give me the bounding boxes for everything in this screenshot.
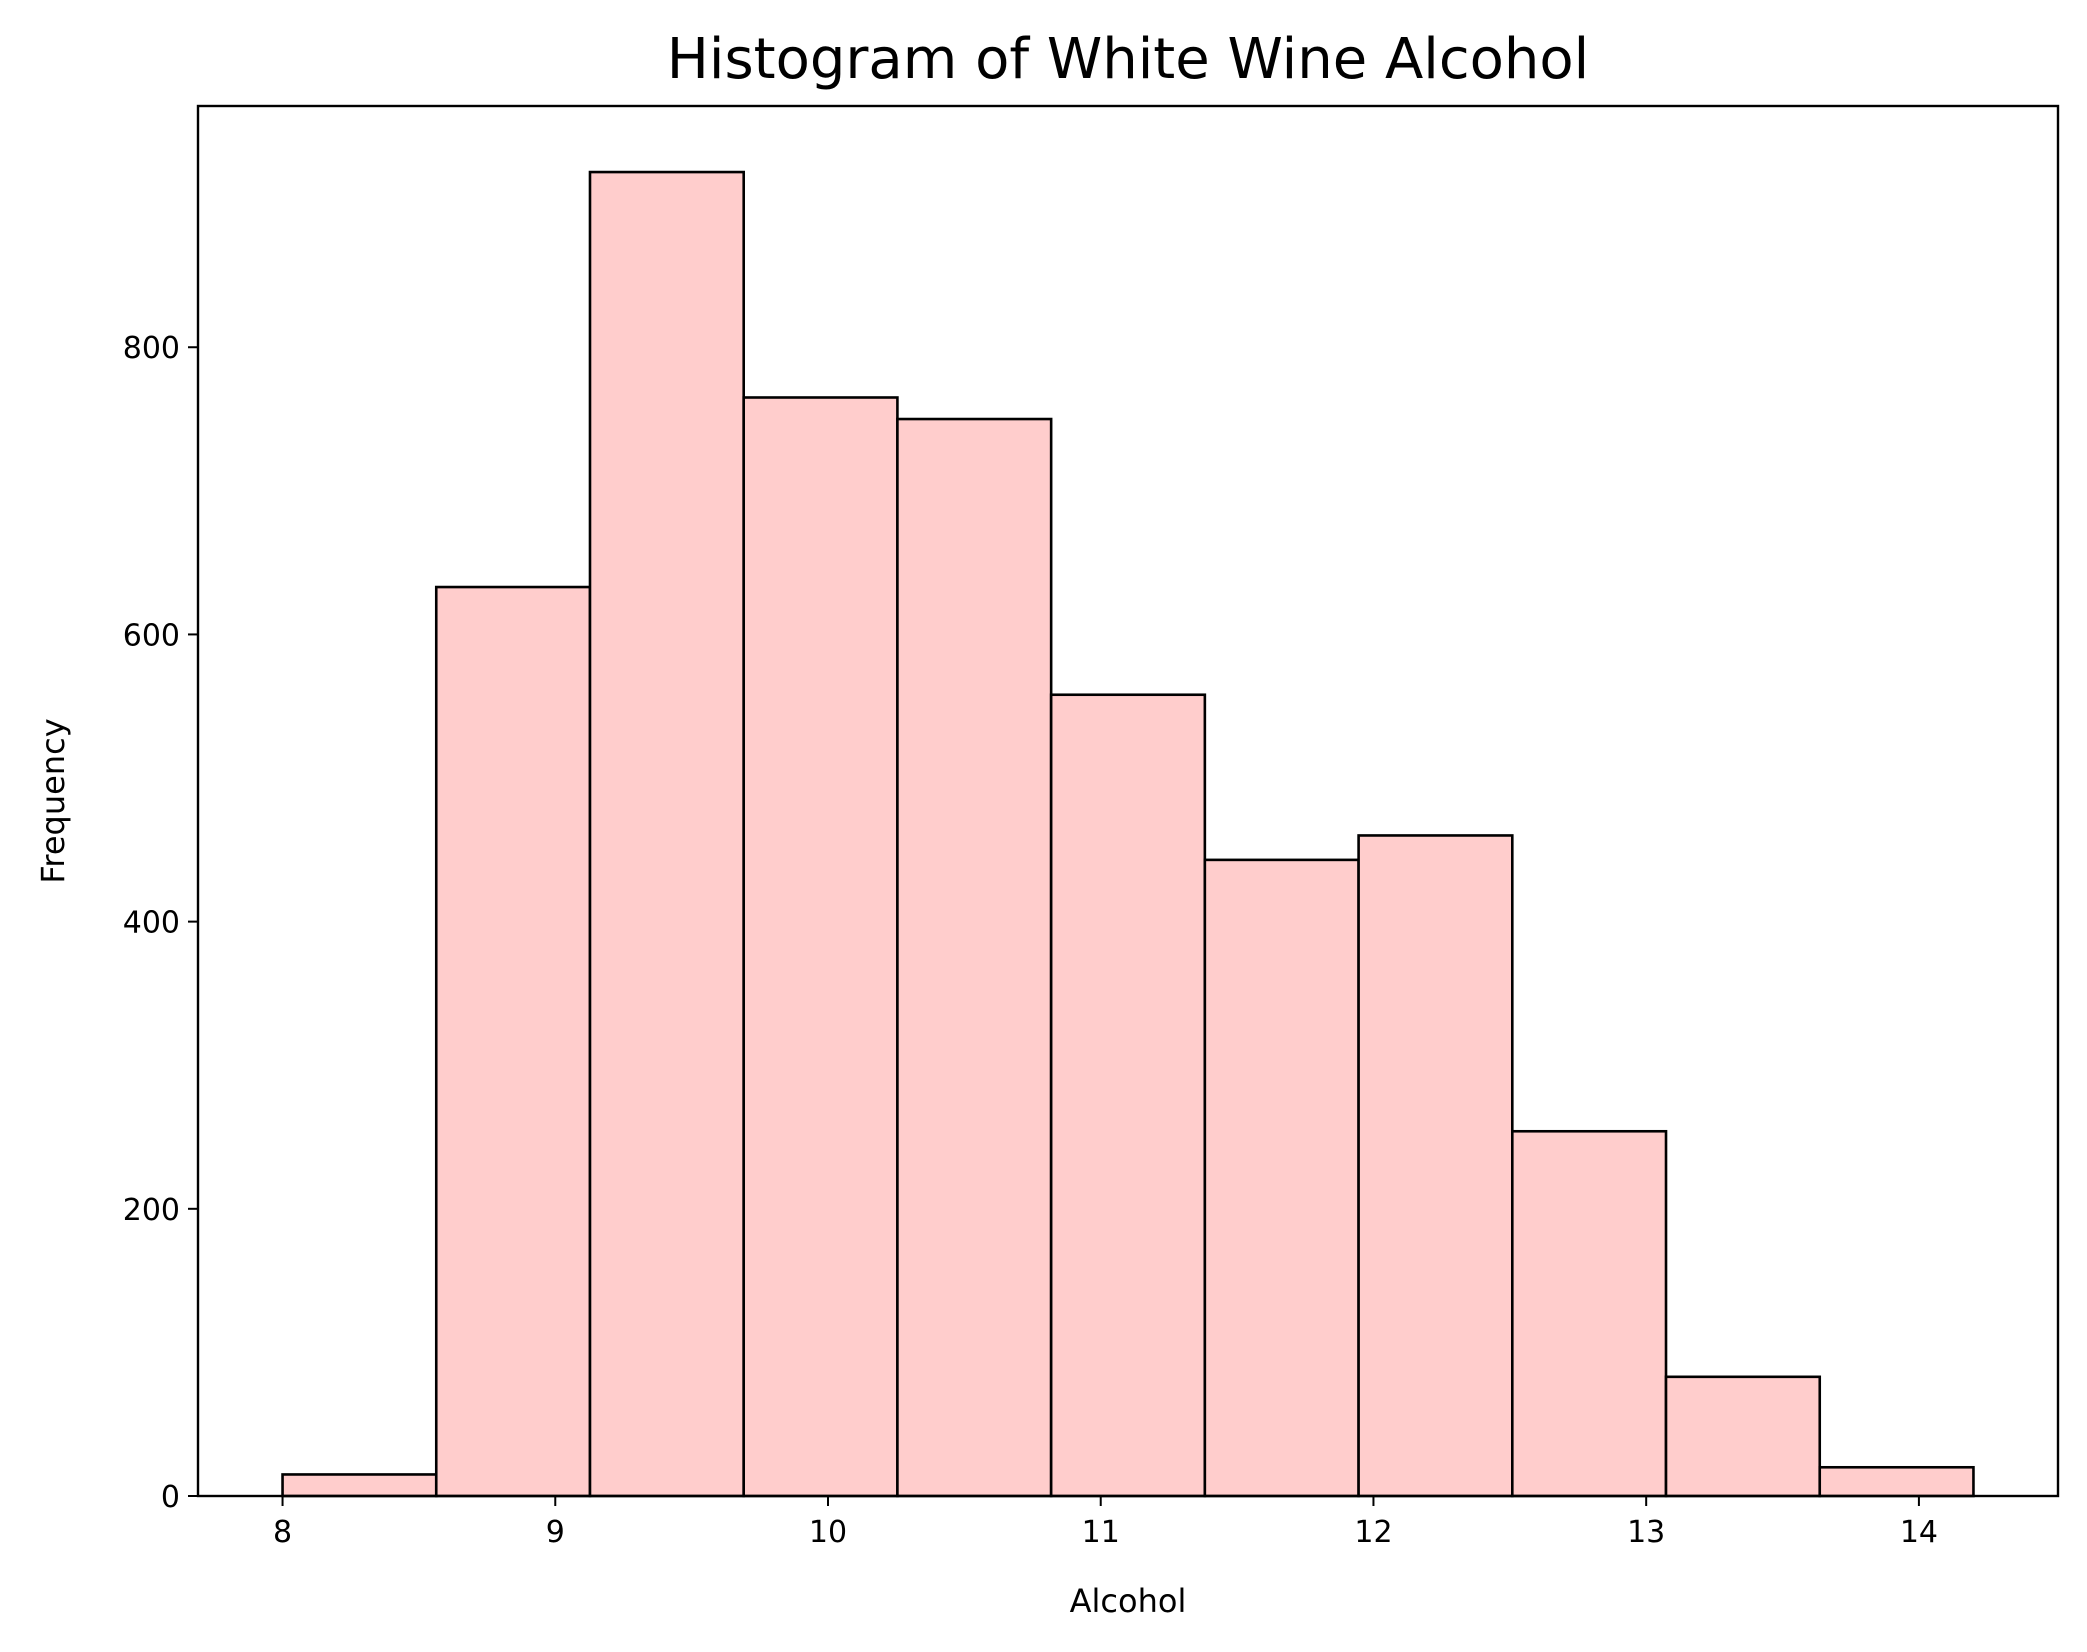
- x-tick-label: 9: [546, 1515, 565, 1550]
- x-tick-label: 13: [1627, 1515, 1665, 1550]
- x-tick-label: 10: [809, 1515, 847, 1550]
- x-tick-label: 8: [273, 1515, 292, 1550]
- histogram-bar: [1049, 693, 1207, 1498]
- histogram-bar: [1511, 1129, 1668, 1498]
- histogram-bar: [742, 396, 899, 1498]
- chart-title: Histogram of White Wine Alcohol: [667, 27, 1589, 92]
- y-tick-label: 600: [123, 618, 180, 653]
- histogram-bar: [1203, 858, 1360, 1498]
- x-axis-label: Alcohol: [1070, 1582, 1187, 1620]
- y-tick-label: 0: [161, 1480, 180, 1515]
- x-tick-label: 14: [1900, 1515, 1938, 1550]
- y-tick-label: 400: [123, 906, 180, 941]
- y-axis-ticks: 0 200 400 600 800: [123, 331, 198, 1515]
- histogram-bar: [896, 417, 1053, 1498]
- histogram-bar: [1357, 834, 1514, 1498]
- histogram-bar: [434, 585, 592, 1498]
- y-axis-label: Frequency: [34, 718, 72, 883]
- y-tick-label: 800: [123, 331, 180, 366]
- histogram-bar: [588, 170, 745, 1498]
- histogram-bar: [281, 1473, 438, 1498]
- y-tick-label: 200: [123, 1193, 180, 1228]
- x-tick-label: 11: [1082, 1515, 1120, 1550]
- histogram-bar: [1818, 1465, 1975, 1498]
- x-tick-label: 12: [1354, 1515, 1392, 1550]
- histogram-bar: [1664, 1375, 1822, 1498]
- x-axis-ticks: 8 9 10 11 12 13 14: [273, 1496, 1938, 1550]
- plot-frame: [196, 104, 2060, 1498]
- bars-group: [281, 170, 1975, 1498]
